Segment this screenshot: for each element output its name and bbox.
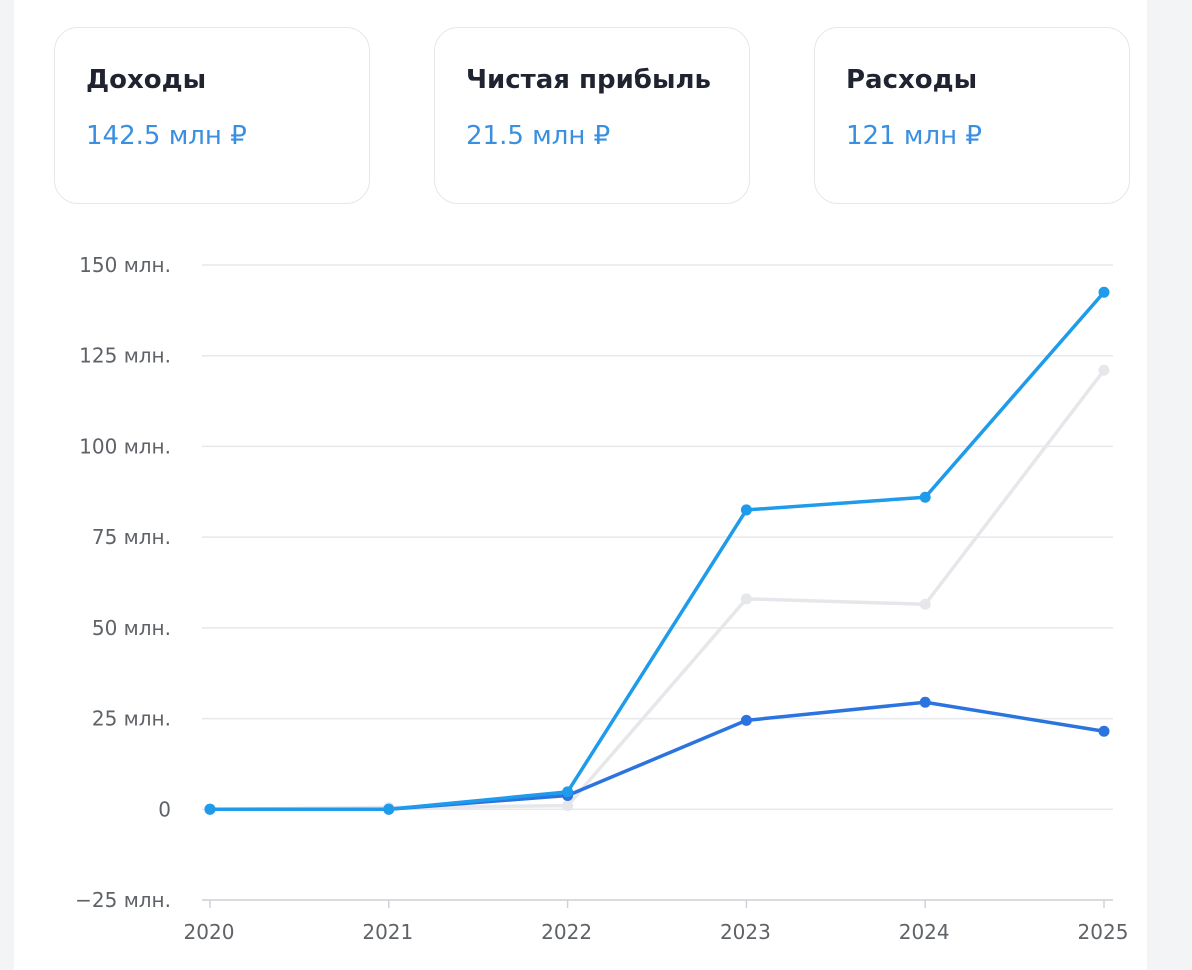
income-data-point[interactable] [562,786,574,798]
profit-data-point[interactable] [1098,725,1110,737]
y-tick-label: −25 млн. [75,888,171,912]
y-tick-label: 0 [158,797,171,821]
income-data-point[interactable] [1098,286,1110,298]
y-tick-label: 75 млн. [92,525,171,549]
grid-lines [202,264,1113,908]
net-profit-card-value: 21.5 млн ₽ [466,121,611,151]
expenses-data-point[interactable] [1098,364,1110,376]
income-data-point[interactable] [204,803,216,815]
income-card-title: Доходы [86,65,207,95]
x-tick-label: 2023 [720,920,771,944]
expenses-card: Расходы 121 млн ₽ [814,27,1130,204]
income-data-point[interactable] [383,803,395,815]
net-profit-card: Чистая прибыль 21.5 млн ₽ [434,27,750,204]
net-profit-card-title: Чистая прибыль [466,65,711,95]
x-tick-label: 2024 [899,920,950,944]
y-tick-label: 125 млн. [79,344,171,368]
expenses-card-title: Расходы [846,65,978,95]
income-series-line [208,290,1106,812]
income-card: Доходы 142.5 млн ₽ [54,27,370,204]
expenses-series-line [208,368,1106,812]
expenses-card-value: 121 млн ₽ [846,121,982,151]
expenses-data-point[interactable] [740,593,752,605]
profit-data-point[interactable] [740,714,752,726]
series-lines [204,286,1110,815]
x-tick-label: 2020 [184,920,235,944]
income-card-value: 142.5 млн ₽ [86,121,247,151]
income-data-point[interactable] [919,491,931,503]
x-tick-label: 2022 [541,920,592,944]
x-tick-label: 2025 [1078,920,1129,944]
y-tick-label: 50 млн. [92,616,171,640]
expenses-data-point[interactable] [919,598,931,610]
y-tick-label: 25 млн. [92,707,171,731]
y-tick-label: 100 млн. [79,434,171,458]
x-tick-label: 2021 [362,920,413,944]
axis-labels: 150 млн. 125 млн. 100 млн. 75 млн. 50 млн. 25… [75,253,1128,944]
income-data-point[interactable] [740,504,752,516]
profit-data-point[interactable] [919,696,931,708]
expenses-data-point[interactable] [562,800,574,812]
y-tick-label: 150 млн. [79,253,171,277]
